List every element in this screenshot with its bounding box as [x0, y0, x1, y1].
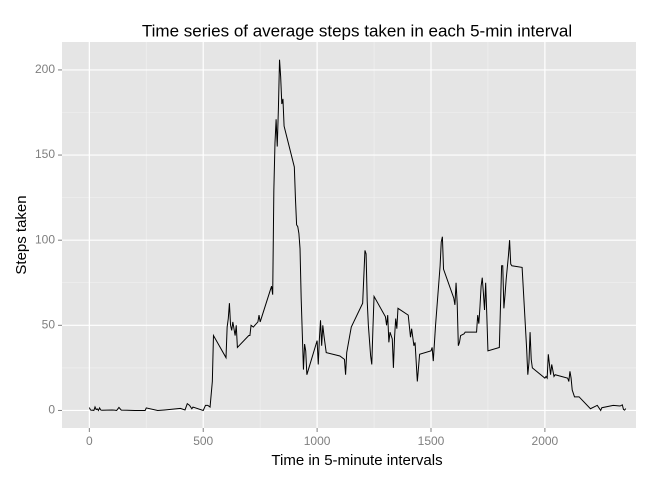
data-line	[88, 59, 627, 412]
panel	[62, 42, 636, 428]
chart-title: Time series of average steps taken in ea…	[142, 21, 572, 40]
y-tick-label: 100	[35, 232, 55, 246]
y-tick-label: 200	[35, 62, 55, 76]
x-tick-label: 2000	[532, 434, 559, 448]
x-tick-label: 0	[86, 434, 93, 448]
x-tick-label: 1500	[418, 434, 445, 448]
x-axis-label: Time in 5-minute intervals	[271, 452, 442, 469]
y-tick-label: 150	[35, 147, 55, 161]
y-tick-label: 0	[48, 403, 55, 417]
x-tick-label: 1000	[304, 434, 331, 448]
y-tick-label: 50	[42, 317, 56, 331]
y-axis-label: Steps taken	[13, 195, 30, 274]
x-tick-label: 500	[193, 434, 213, 448]
